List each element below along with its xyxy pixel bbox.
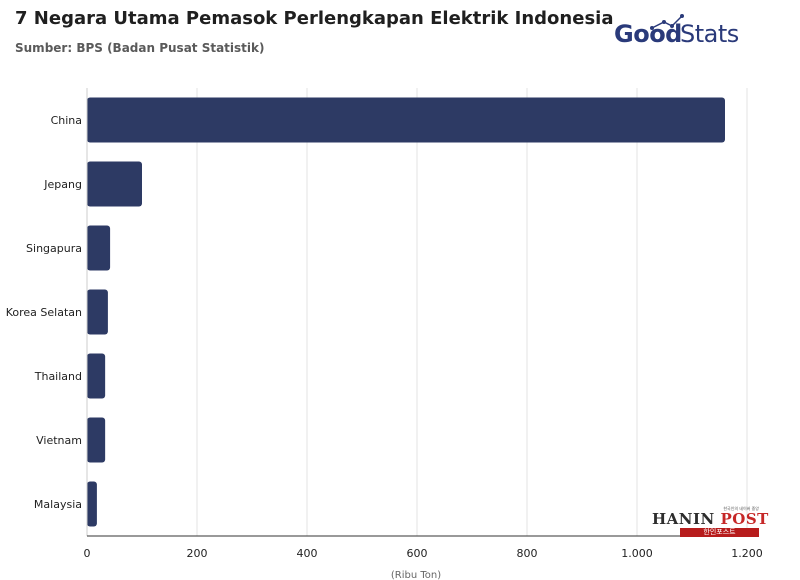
category-label: Jepang [43,178,82,191]
category-label: Thailand [34,370,82,383]
category-label: Vietnam [36,434,82,447]
x-tick-label: 400 [297,547,318,560]
bar-malaysia [87,481,97,527]
bar-vietnam [87,417,106,463]
logo-stats-text: Stats [680,20,739,48]
logo-good-text: Good [614,20,682,48]
x-tick-label: 800 [517,547,538,560]
x-tick-label: 1.200 [731,547,763,560]
chart-title: 7 Negara Utama Pemasok Perlengkapan Elek… [15,8,614,29]
watermark-sub: 한인포스트 [680,528,759,537]
watermark-main-right: POST [720,510,769,528]
watermark-tagline: 한국인의 네이버 중앙 [723,506,759,511]
bar-thailand [87,353,106,399]
bar-jepang [87,161,142,207]
x-tick-label: 600 [407,547,428,560]
logo-graph-icon [650,14,684,30]
category-label: Singapura [26,242,82,255]
watermark-main-left: HANIN [652,510,721,528]
bar-china [87,97,725,143]
chart-subtitle: Sumber: BPS (Badan Pusat Statistik) [15,41,265,55]
bar-korea-selatan [87,289,108,335]
category-label: China [51,114,82,127]
hanin-post-watermark: 한국인의 네이버 중앙 HANIN POST 한인포스트 [652,506,768,537]
category-label: Korea Selatan [6,306,82,319]
bar-chart: China Jepang Singapura Korea Selatan Thailan… [6,88,763,580]
goodstats-logo: Good Stats [614,12,754,52]
x-tick-label: 1.000 [621,547,653,560]
category-label: Malaysia [34,498,82,511]
x-tick-label: 200 [187,547,208,560]
x-tick-label: 0 [84,547,91,560]
bar-singapura [87,225,111,271]
x-axis-title: (Ribu Ton) [391,570,441,580]
watermark-main: HANIN POST [652,510,769,528]
